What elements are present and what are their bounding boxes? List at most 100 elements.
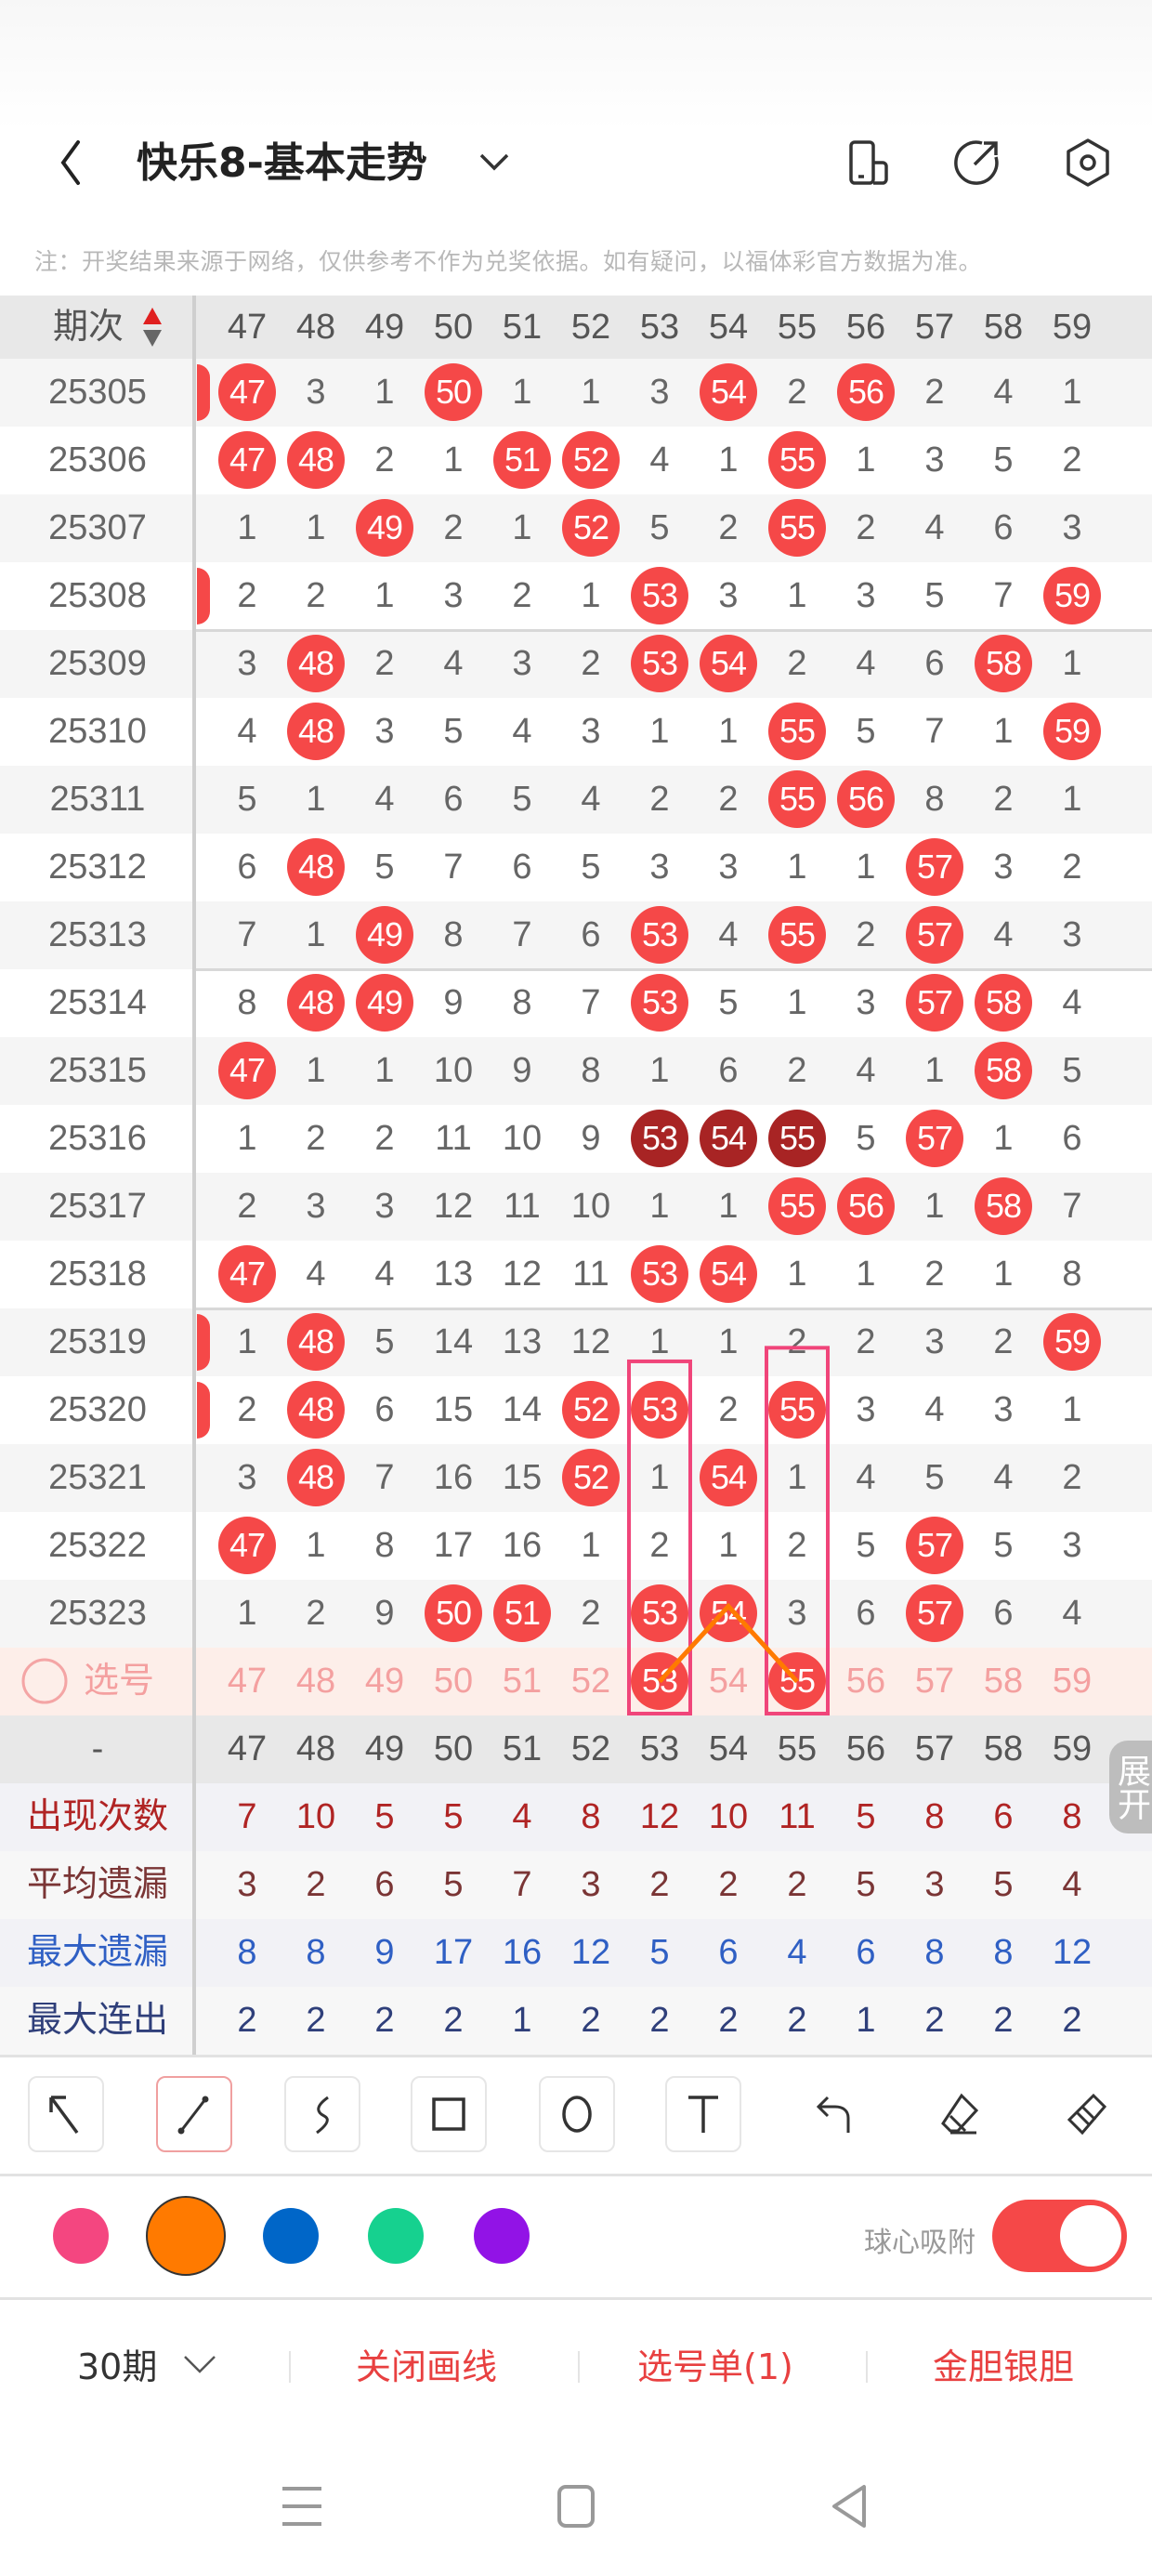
hit-cell[interactable]: 55 [763,1105,831,1173]
omission-cell[interactable]: 3 [969,1376,1038,1444]
omission-cell[interactable]: 4 [969,359,1038,427]
omission-cell[interactable]: 12 [556,1308,625,1376]
omission-cell[interactable]: 1 [213,1580,281,1648]
omission-cell[interactable]: 1 [831,1241,900,1308]
omission-cell[interactable]: 3 [488,630,556,698]
omission-cell[interactable]: 2 [556,630,625,698]
omission-cell[interactable]: 2 [969,766,1038,834]
omission-cell[interactable]: 16 [419,1444,488,1512]
omission-cell[interactable]: 15 [488,1444,556,1512]
omission-cell[interactable]: 4 [969,1444,1038,1512]
omission-cell[interactable]: 3 [694,834,763,901]
hit-cell[interactable]: 55 [763,766,831,834]
omission-cell[interactable]: 3 [900,427,969,494]
omission-cell[interactable]: 6 [1038,1105,1106,1173]
omission-cell[interactable]: 1 [694,698,763,766]
omission-cell[interactable]: 4 [831,1444,900,1512]
highlight-rect[interactable] [765,1346,830,1715]
omission-cell[interactable]: 2 [900,359,969,427]
omission-cell[interactable]: 7 [969,562,1038,630]
omission-cell[interactable]: 2 [213,1173,281,1241]
omission-cell[interactable]: 3 [969,834,1038,901]
omission-cell[interactable]: 1 [763,834,831,901]
hit-cell[interactable]: 53 [625,1376,694,1444]
hit-cell[interactable]: 52 [556,494,625,562]
hit-cell[interactable]: 50 [419,359,488,427]
omission-cell[interactable]: 2 [625,766,694,834]
omission-cell[interactable]: 2 [763,359,831,427]
omission-cell[interactable]: 2 [281,562,350,630]
color-swatch[interactable] [53,2208,109,2264]
omission-cell[interactable]: 1 [281,901,350,969]
hit-cell[interactable]: 48 [281,698,350,766]
omission-cell[interactable]: 3 [831,1376,900,1444]
hit-cell[interactable]: 48 [281,834,350,901]
select-number[interactable]: 52 [570,1662,611,1701]
omission-cell[interactable]: 2 [350,1105,419,1173]
hit-cell[interactable]: 56 [831,359,900,427]
hit-cell[interactable]: 56 [831,1173,900,1241]
omission-cell[interactable]: 5 [350,834,419,901]
gold-silver-button[interactable]: 金胆银胆 [933,2346,1075,2387]
omission-cell[interactable]: 2 [350,630,419,698]
sort-icon[interactable] [141,306,164,348]
omission-cell[interactable]: 1 [625,698,694,766]
omission-cell[interactable]: 5 [350,1308,419,1376]
omission-cell[interactable]: 1 [625,1173,694,1241]
hit-cell[interactable]: 55 [763,1173,831,1241]
omission-cell[interactable]: 6 [969,1580,1038,1648]
omission-cell[interactable]: 3 [213,1444,281,1512]
omission-cell[interactable]: 5 [900,562,969,630]
omission-cell[interactable]: 1 [281,1512,350,1580]
omission-cell[interactable]: 2 [694,766,763,834]
hit-cell[interactable]: 57 [900,1580,969,1648]
select-number[interactable]: 56 [845,1662,886,1701]
hit-cell[interactable]: 53 [625,1580,694,1648]
omission-cell[interactable]: 5 [625,494,694,562]
hit-cell[interactable]: 57 [900,1512,969,1580]
omission-cell[interactable]: 14 [419,1308,488,1376]
omission-cell[interactable]: 1 [625,1308,694,1376]
omission-cell[interactable]: 4 [556,766,625,834]
omission-cell[interactable]: 2 [350,427,419,494]
select-number[interactable]: 49 [364,1662,405,1701]
omission-cell[interactable]: 13 [419,1241,488,1308]
omission-cell[interactable]: 5 [831,1105,900,1173]
omission-cell[interactable]: 3 [350,698,419,766]
omission-cell[interactable]: 2 [763,1037,831,1105]
omission-cell[interactable]: 1 [1038,1376,1106,1444]
omission-cell[interactable]: 1 [1038,766,1106,834]
omission-cell[interactable]: 3 [625,834,694,901]
omission-cell[interactable]: 1 [625,1444,694,1512]
hit-cell[interactable]: 48 [281,1444,350,1512]
omission-cell[interactable]: 2 [419,494,488,562]
omission-cell[interactable]: 5 [900,1444,969,1512]
omission-cell[interactable]: 1 [900,1173,969,1241]
hit-cell[interactable]: 54 [694,630,763,698]
selection-list-button[interactable]: 选号单(1) [637,2346,793,2387]
hit-cell[interactable]: 53 [625,630,694,698]
column-header[interactable]: 52 [570,308,611,347]
omission-cell[interactable]: 9 [419,969,488,1037]
omission-cell[interactable]: 4 [1038,1580,1106,1648]
settings-button[interactable] [1060,135,1116,191]
hit-cell[interactable]: 53 [625,562,694,630]
omission-cell[interactable]: 12 [419,1173,488,1241]
omission-cell[interactable]: 1 [350,562,419,630]
omission-cell[interactable]: 6 [694,1037,763,1105]
omission-cell[interactable]: 2 [625,1512,694,1580]
hit-cell[interactable]: 48 [281,1376,350,1444]
omission-cell[interactable]: 1 [900,1037,969,1105]
omission-cell[interactable]: 1 [1038,630,1106,698]
omission-cell[interactable]: 3 [1038,901,1106,969]
omission-cell[interactable]: 4 [900,1376,969,1444]
circle-tool[interactable] [539,2076,615,2152]
column-header[interactable]: 47 [227,308,268,347]
omission-cell[interactable]: 2 [1038,427,1106,494]
omission-cell[interactable]: 5 [831,698,900,766]
omission-cell[interactable]: 7 [556,969,625,1037]
column-header[interactable]: 56 [845,308,886,347]
omission-cell[interactable]: 7 [213,901,281,969]
omission-cell[interactable]: 4 [419,630,488,698]
omission-cell[interactable]: 6 [488,834,556,901]
